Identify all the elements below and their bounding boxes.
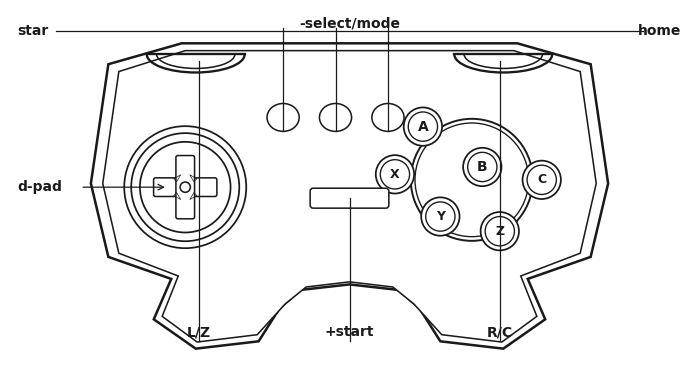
Ellipse shape bbox=[319, 103, 352, 131]
Text: d-pad: d-pad bbox=[17, 180, 62, 194]
Text: B: B bbox=[477, 160, 488, 174]
Circle shape bbox=[380, 160, 410, 189]
Text: X: X bbox=[390, 168, 400, 181]
Circle shape bbox=[140, 142, 231, 233]
FancyBboxPatch shape bbox=[154, 178, 217, 196]
Text: R/C: R/C bbox=[487, 326, 513, 339]
Circle shape bbox=[131, 133, 239, 241]
Circle shape bbox=[411, 119, 533, 241]
Text: +start: +start bbox=[325, 326, 374, 339]
FancyBboxPatch shape bbox=[310, 188, 389, 208]
Text: C: C bbox=[537, 173, 547, 186]
Circle shape bbox=[426, 202, 455, 231]
Circle shape bbox=[124, 126, 246, 248]
Text: A: A bbox=[417, 120, 428, 134]
Text: star: star bbox=[17, 24, 49, 38]
Circle shape bbox=[180, 182, 190, 192]
Polygon shape bbox=[103, 51, 596, 342]
Text: Z: Z bbox=[495, 225, 505, 238]
Circle shape bbox=[463, 148, 501, 186]
FancyBboxPatch shape bbox=[176, 156, 194, 219]
Circle shape bbox=[421, 197, 459, 236]
Circle shape bbox=[527, 165, 556, 195]
Circle shape bbox=[481, 212, 519, 250]
Ellipse shape bbox=[372, 103, 404, 131]
Circle shape bbox=[523, 161, 561, 199]
Ellipse shape bbox=[267, 103, 299, 131]
Circle shape bbox=[468, 152, 497, 182]
Text: L/Z: L/Z bbox=[187, 326, 211, 339]
Circle shape bbox=[376, 155, 414, 193]
Text: -select/mode: -select/mode bbox=[299, 17, 400, 31]
Circle shape bbox=[485, 217, 514, 246]
Text: home: home bbox=[638, 24, 682, 38]
Text: Y: Y bbox=[436, 210, 445, 223]
Circle shape bbox=[404, 108, 442, 146]
Polygon shape bbox=[91, 43, 608, 349]
Circle shape bbox=[408, 112, 438, 141]
